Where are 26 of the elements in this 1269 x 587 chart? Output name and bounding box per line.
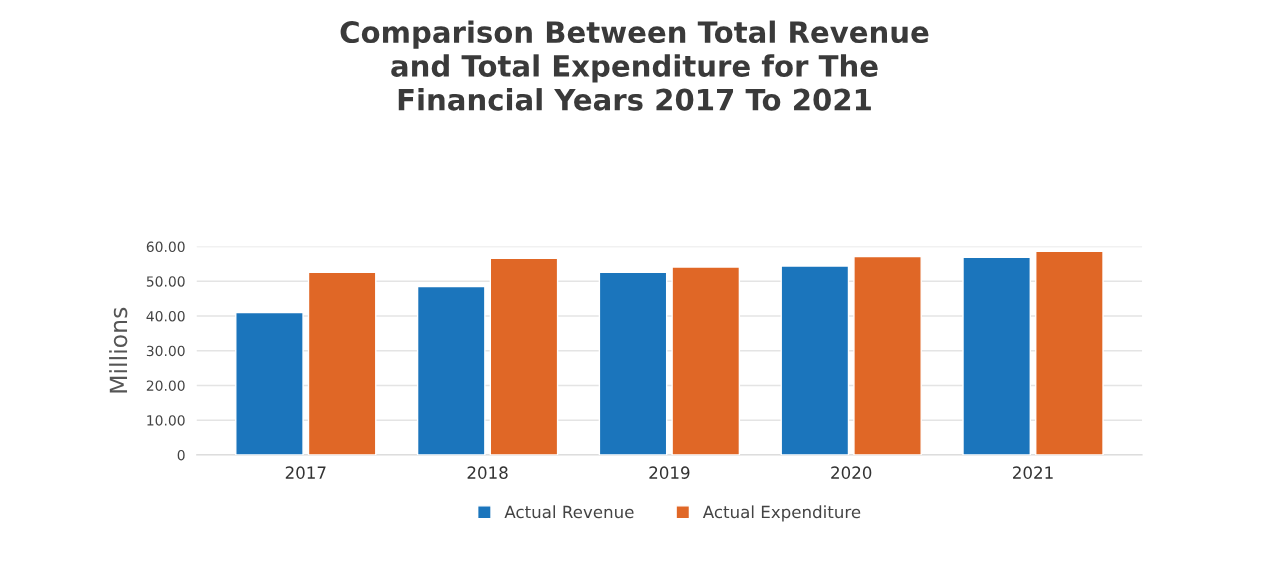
bar (235, 311, 304, 455)
bar (780, 265, 850, 455)
x-tick-label: 2020 (831, 466, 872, 479)
legend-label: Actual Expenditure (702, 505, 861, 522)
bar (1035, 250, 1104, 455)
y-axis-title: Millions (109, 307, 128, 393)
x-tick-label: 2018 (467, 466, 508, 479)
bar (853, 255, 922, 455)
y-tick-label: 0 (177, 449, 185, 461)
bar (416, 285, 486, 455)
y-tick-label: 30.00 (146, 345, 185, 357)
bar (671, 266, 741, 455)
y-tick-label: 10.00 (147, 415, 185, 426)
y-tick-label: 60.00 (146, 241, 185, 253)
bar (307, 271, 377, 455)
bar (489, 257, 559, 455)
x-tick-label: 2017 (285, 466, 326, 479)
x-tick-label: 2019 (649, 466, 690, 479)
bar (962, 256, 1031, 455)
legend-label: Actual Revenue (504, 505, 634, 519)
y-tick-label: 20.00 (146, 380, 185, 391)
bar (598, 271, 668, 455)
y-tick-label: 40.00 (146, 310, 185, 322)
chart-title: Comparison Between Total Revenue and Total Expenditure for The Financial Years 2017 To 2021 (340, 20, 929, 111)
y-tick-label: 50.00 (146, 276, 185, 287)
x-tick-label: 2021 (1013, 466, 1053, 479)
